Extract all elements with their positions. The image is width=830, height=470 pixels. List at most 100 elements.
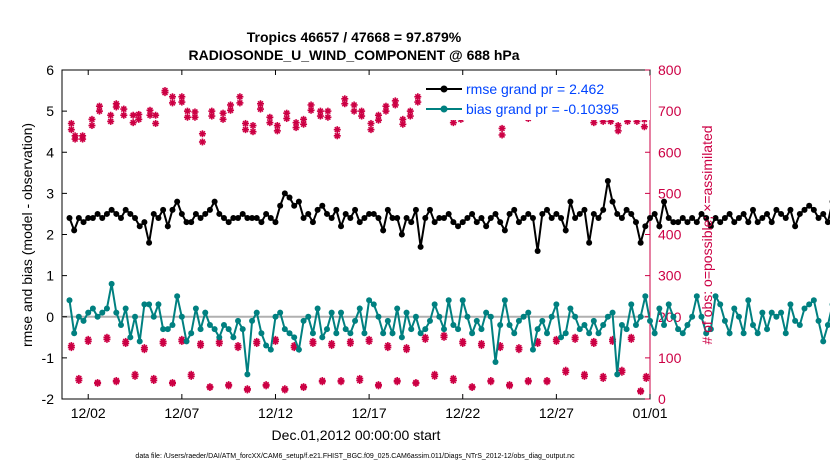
bias-point bbox=[796, 321, 803, 328]
x-axis-label: Dec.01,2012 00:00:00 start bbox=[272, 427, 441, 443]
bias-point bbox=[572, 313, 579, 320]
bias-point bbox=[389, 330, 396, 337]
obs-assimilated-point bbox=[191, 113, 199, 121]
rmse-point bbox=[267, 215, 274, 222]
bias-point bbox=[155, 301, 162, 308]
x-tick-label: 12/17 bbox=[352, 405, 387, 421]
obs-assimilated-point bbox=[103, 335, 111, 343]
rmse-point bbox=[164, 223, 171, 230]
y-tick-label: -1 bbox=[42, 350, 55, 366]
obs-assimilated-point bbox=[219, 109, 227, 117]
obs-assimilated-point bbox=[374, 382, 382, 390]
bias-point bbox=[721, 317, 728, 324]
bias-point bbox=[595, 330, 602, 337]
y-tick-label: 4 bbox=[46, 144, 54, 160]
bias-point bbox=[235, 317, 242, 324]
bias-point bbox=[792, 317, 799, 324]
rmse-point bbox=[679, 215, 686, 222]
y2-tick-label: 100 bbox=[658, 350, 682, 366]
obs-assimilated-point bbox=[198, 138, 206, 146]
bias-point bbox=[768, 309, 775, 316]
obs-assimilated-point bbox=[382, 102, 390, 110]
obs-assimilated-point bbox=[178, 98, 186, 106]
obs-assimilated-point bbox=[94, 379, 102, 387]
bias-point bbox=[745, 297, 752, 304]
rmse-point bbox=[108, 206, 115, 213]
y-tick-label: 6 bbox=[46, 62, 54, 78]
rmse-point bbox=[515, 219, 522, 226]
rmse-point bbox=[745, 219, 752, 226]
rmse-point bbox=[782, 215, 789, 222]
obs-assimilated-point bbox=[356, 376, 364, 384]
obs-assimilated-point bbox=[84, 337, 92, 345]
bias-point bbox=[277, 309, 284, 316]
bias-point bbox=[525, 309, 532, 316]
bias-point bbox=[89, 305, 96, 312]
bias-point bbox=[127, 334, 134, 341]
bias-point bbox=[773, 313, 780, 320]
rmse-point bbox=[192, 210, 199, 217]
obs-assimilated-point bbox=[324, 113, 332, 121]
bias-point bbox=[820, 338, 827, 345]
rmse-point bbox=[314, 206, 321, 213]
rmse-point bbox=[506, 210, 513, 217]
bias-point bbox=[398, 334, 405, 341]
bias-point bbox=[328, 309, 335, 316]
obs-assimilated-point bbox=[242, 126, 250, 134]
rmse-point bbox=[235, 215, 242, 222]
rmse-point bbox=[211, 198, 218, 205]
obs-assimilated-point bbox=[498, 131, 506, 139]
bias-point bbox=[291, 334, 298, 341]
obs-assimilated-point bbox=[468, 383, 476, 391]
rmse-point bbox=[347, 215, 354, 222]
rmse-point bbox=[263, 210, 270, 217]
bias-point bbox=[183, 338, 190, 345]
bias-point bbox=[305, 313, 312, 320]
bias-point bbox=[239, 326, 246, 333]
obs-assimilated-point bbox=[168, 99, 176, 107]
rmse-point bbox=[548, 215, 555, 222]
rmse-point bbox=[94, 210, 101, 217]
rmse-point bbox=[604, 178, 611, 185]
rmse-point bbox=[398, 231, 405, 238]
rmse-point bbox=[146, 239, 153, 246]
bias-point bbox=[581, 321, 588, 328]
obs-assimilated-point bbox=[227, 101, 235, 109]
bias-point bbox=[651, 330, 658, 337]
bias-point bbox=[272, 313, 279, 320]
rmse-point bbox=[356, 219, 363, 226]
bias-point bbox=[675, 326, 682, 333]
rmse-point bbox=[529, 215, 536, 222]
bias-point bbox=[473, 317, 480, 324]
chart-title: Tropics 46657 / 47668 = 97.879% bbox=[247, 29, 462, 45]
y2-tick-label: 500 bbox=[658, 185, 682, 201]
obs-assimilated-point bbox=[324, 107, 332, 115]
rmse-point bbox=[103, 210, 110, 217]
rmse-point bbox=[558, 215, 565, 222]
obs-assimilated-point bbox=[266, 119, 274, 127]
obs-assimilated-point bbox=[256, 100, 264, 108]
rmse-point bbox=[707, 223, 714, 230]
bias-point bbox=[735, 313, 742, 320]
rmse-point bbox=[792, 223, 799, 230]
rmse-point bbox=[309, 219, 316, 226]
obs-assimilated-point bbox=[292, 124, 300, 132]
bias-point bbox=[202, 309, 209, 316]
rmse-point bbox=[670, 219, 677, 226]
obs-assimilated-point bbox=[242, 119, 250, 127]
rmse-point bbox=[773, 206, 780, 213]
rmse-point bbox=[497, 219, 504, 226]
bias-point bbox=[806, 301, 813, 308]
x-tick-label: 12/27 bbox=[539, 405, 574, 421]
rmse-point bbox=[286, 194, 293, 201]
obs-assimilated-point bbox=[256, 105, 264, 113]
rmse-point bbox=[206, 206, 213, 213]
bias-point bbox=[665, 301, 672, 308]
legend-bias-label: bias grand pr = -0.10395 bbox=[466, 101, 619, 117]
rmse-point bbox=[366, 210, 373, 217]
obs-assimilated-point bbox=[406, 112, 414, 120]
obs-assimilated-point bbox=[112, 378, 120, 386]
rmse-point bbox=[567, 198, 574, 205]
bias-point bbox=[731, 305, 738, 312]
y2-tick-label: 700 bbox=[658, 103, 682, 119]
